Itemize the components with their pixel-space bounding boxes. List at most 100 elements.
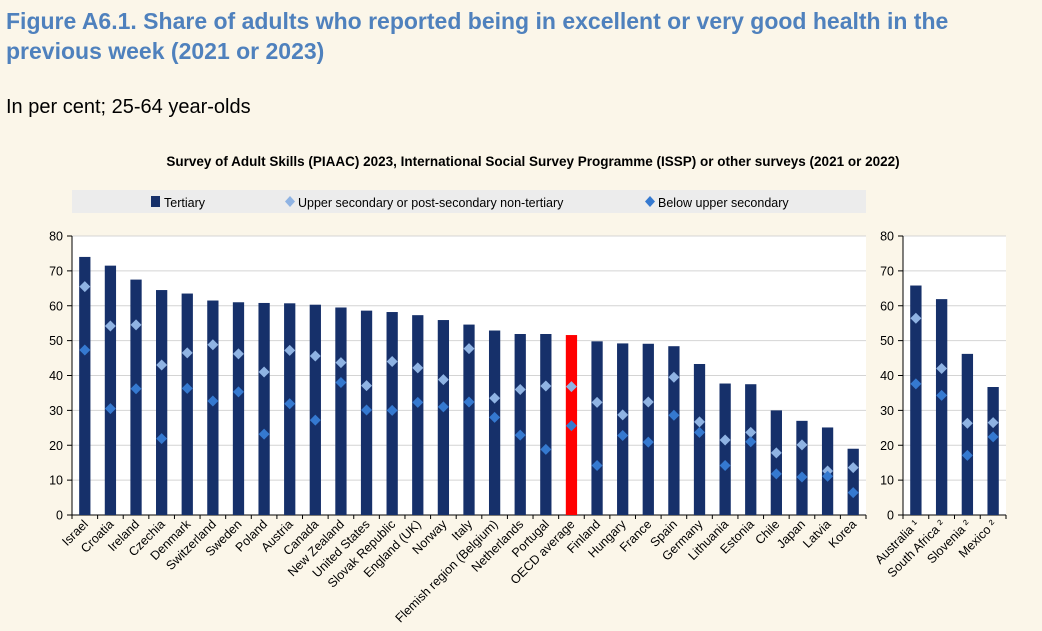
y-tick-label: 30 <box>49 404 63 418</box>
bar-tertiary-poland <box>258 302 270 515</box>
y-tick-label: 30 <box>880 404 894 418</box>
marker-below-upper-flemish-region-belgium <box>489 411 501 423</box>
marker-upper-secondary-slovak-republic <box>386 356 398 368</box>
marker-upper-secondary-finland <box>591 396 603 408</box>
bar-tertiary-netherlands <box>514 333 526 515</box>
marker-below-upper-england-uk <box>412 396 424 408</box>
marker-upper-secondary-italy <box>463 343 475 355</box>
marker-below-upper-croatia <box>104 403 116 415</box>
bar-tertiary-australia <box>910 285 922 515</box>
marker-below-upper-estonia <box>745 436 757 448</box>
marker-below-upper-ireland <box>130 383 142 395</box>
marker-below-upper-czechia <box>156 433 168 445</box>
bar-tertiary-lithuania <box>719 383 731 515</box>
marker-below-upper-new-zealand <box>335 376 347 388</box>
marker-below-upper-austria <box>284 398 296 410</box>
y-tick-label: 80 <box>49 230 63 244</box>
marker-upper-secondary-england-uk <box>412 362 424 374</box>
marker-upper-secondary-flemish-region-belgium <box>489 392 501 404</box>
marker-below-upper-latvia <box>822 470 834 482</box>
marker-below-upper-chile <box>770 468 782 480</box>
bar-tertiary-canada <box>309 304 321 515</box>
marker-upper-secondary-canada <box>309 350 321 362</box>
marker-upper-secondary-switzerland <box>207 339 219 351</box>
marker-below-upper-hungary <box>617 429 629 441</box>
y-tick-label: 40 <box>49 369 63 383</box>
marker-below-upper-mexico <box>987 431 999 443</box>
legend-tertiary-label: Tertiary <box>164 196 206 210</box>
marker-upper-secondary-austria <box>284 344 296 356</box>
x-tick-label: Korea <box>826 517 860 551</box>
bar-tertiary-portugal <box>540 333 552 515</box>
y-tick-label: 50 <box>880 334 894 348</box>
legend: Tertiary Upper secondary or post-seconda… <box>72 190 866 213</box>
figure-subtitle: In per cent; 25-64 year-olds <box>6 96 251 118</box>
marker-upper-secondary-poland <box>258 366 270 378</box>
marker-below-upper-sweden <box>232 386 244 398</box>
marker-below-upper-germany <box>694 426 706 438</box>
marker-below-upper-spain <box>668 409 680 421</box>
y-tick-label: 80 <box>880 230 894 244</box>
bar-tertiary-france <box>642 343 654 515</box>
bar-tertiary-sweden <box>232 302 245 515</box>
legend-upper-secondary-diamond <box>285 196 295 207</box>
marker-below-upper-portugal <box>540 443 552 455</box>
chart-title: Survey of Adult Skills (PIAAC) 2023, Int… <box>166 154 899 169</box>
marker-upper-secondary-japan <box>796 439 808 451</box>
marker-below-upper-lithuania <box>719 459 731 471</box>
y-tick-label: 60 <box>880 299 894 313</box>
marker-upper-secondary-denmark <box>181 347 193 359</box>
bar-tertiary-spain <box>668 346 680 515</box>
marker-below-upper-australia <box>910 378 922 390</box>
main-panel: 01020304050607080IsraelCroatiaIrelandCze… <box>49 230 867 625</box>
bar-tertiary-israel <box>79 256 91 515</box>
marker-upper-secondary-mexico <box>987 417 999 429</box>
legend-below-upper-diamond <box>645 196 655 207</box>
bar-tertiary-england-uk <box>412 315 424 515</box>
bar-tertiary-ireland <box>130 279 142 515</box>
marker-below-upper-denmark <box>181 382 193 394</box>
marker-upper-secondary-hungary <box>617 409 629 421</box>
marker-upper-secondary-korea <box>847 462 859 474</box>
bar-tertiary-italy <box>463 324 475 515</box>
bar-tertiary-switzerland <box>207 300 219 515</box>
bar-tertiary-south-africa <box>935 299 948 515</box>
y-tick-label: 0 <box>887 509 894 523</box>
bar-tertiary-germany <box>693 363 706 515</box>
marker-upper-secondary-netherlands <box>514 383 526 395</box>
marker-upper-secondary-slovenia <box>961 417 973 429</box>
bar-tertiary-estonia <box>745 384 757 515</box>
y-tick-label: 60 <box>49 299 63 313</box>
bar-tertiary-denmark <box>181 293 193 515</box>
marker-below-upper-south-africa <box>936 389 948 401</box>
marker-upper-secondary-australia <box>910 312 922 324</box>
marker-upper-secondary-south-africa <box>936 363 948 375</box>
marker-below-upper-switzerland <box>207 395 219 407</box>
marker-upper-secondary-france <box>642 396 654 408</box>
x-tick-label: Latvia <box>800 517 834 551</box>
y-tick-label: 50 <box>49 334 63 348</box>
marker-below-upper-israel <box>79 344 91 356</box>
bar-tertiary-norway <box>437 320 450 515</box>
marker-upper-secondary-new-zealand <box>335 357 347 369</box>
y-tick-label: 20 <box>880 439 894 453</box>
marker-below-upper-italy <box>463 396 475 408</box>
marker-upper-secondary-chile <box>770 447 782 459</box>
bar-tertiary-hungary <box>617 343 629 515</box>
bar-tertiary-mexico <box>987 387 999 515</box>
marker-upper-secondary-croatia <box>104 320 116 332</box>
bar-tertiary-chile <box>770 410 782 515</box>
marker-upper-secondary-sweden <box>232 348 244 360</box>
bar-tertiary-finland <box>591 341 603 515</box>
marker-below-upper-france <box>642 436 654 448</box>
marker-upper-secondary-estonia <box>745 426 757 438</box>
marker-below-upper-norway <box>437 401 449 413</box>
marker-below-upper-slovenia <box>961 449 973 461</box>
legend-tertiary-swatch <box>151 196 160 207</box>
bar-tertiary-new-zealand <box>335 307 347 515</box>
marker-below-upper-poland <box>258 428 270 440</box>
marker-below-upper-united-states <box>361 404 373 416</box>
bar-tertiary-japan <box>796 420 808 515</box>
